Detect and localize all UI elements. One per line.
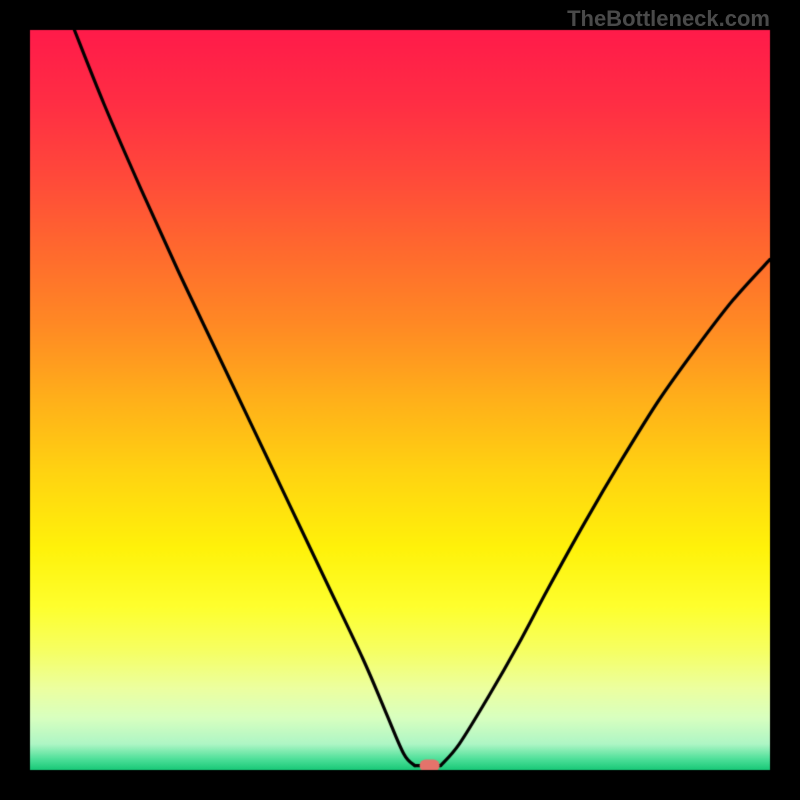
watermark-label: TheBottleneck.com <box>567 6 770 32</box>
bottleneck-chart-canvas <box>0 0 800 800</box>
chart-stage: TheBottleneck.com <box>0 0 800 800</box>
